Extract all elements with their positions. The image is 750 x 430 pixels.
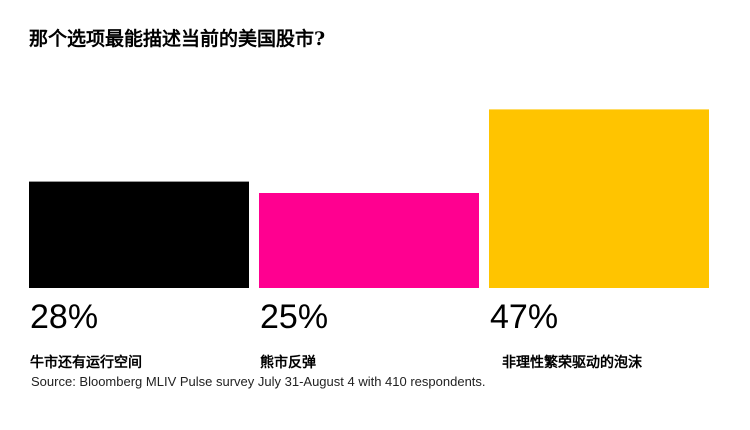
bar-3 xyxy=(489,109,709,289)
category-label-1: 牛市还有运行空间 xyxy=(30,354,142,371)
value-label-3: 47% xyxy=(490,298,558,336)
value-label-1: 28% xyxy=(30,298,98,336)
category-label-3: 非理性繁荣驱动的泡沫 xyxy=(502,354,643,371)
value-label-2: 25% xyxy=(260,298,328,336)
category-label-2: 熊市反弹 xyxy=(260,354,316,371)
source-note: Source: Bloomberg MLIV Pulse survey July… xyxy=(31,374,486,389)
chart-title: 那个选项最能描述当前的美国股市? xyxy=(29,28,326,50)
bar-2 xyxy=(259,193,479,288)
bar-1 xyxy=(29,181,249,288)
